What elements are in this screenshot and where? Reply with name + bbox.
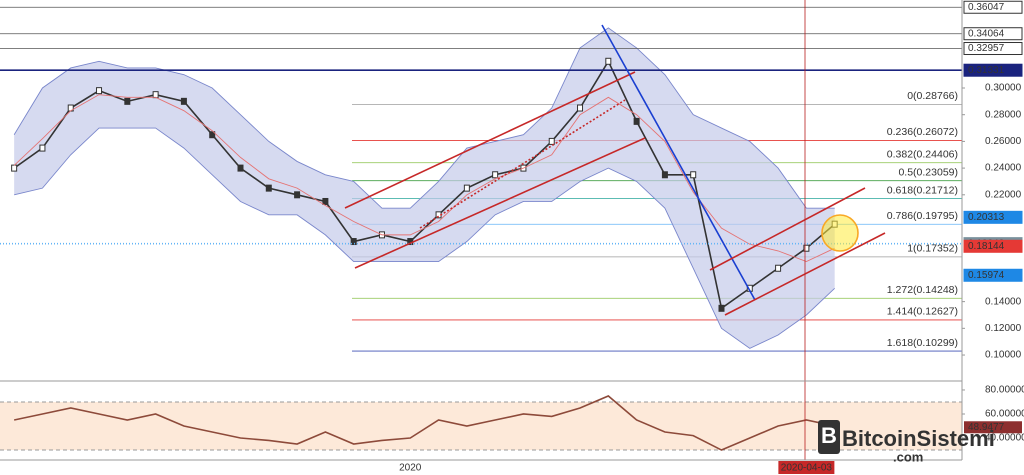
price-label: 0.18144 (968, 241, 1005, 252)
y-tick-label: 0.14000 (985, 296, 1022, 307)
price-label-box (963, 210, 1023, 224)
fib-label: 0.382(0.24406) (887, 148, 958, 160)
candle (775, 264, 782, 272)
band-line (14, 127, 835, 349)
fib-label: 0.5(0.23059) (898, 166, 958, 178)
price-label-box (963, 42, 1023, 56)
candle (350, 238, 357, 246)
price-label-box (963, 239, 1023, 253)
candle (803, 244, 810, 252)
price-label-box (963, 0, 1023, 14)
y-tick-label: 0.24000 (985, 163, 1022, 174)
candle (237, 164, 244, 172)
band-line (13, 27, 835, 209)
candle (577, 104, 584, 112)
candle (124, 97, 131, 105)
rsi-band (0, 401, 962, 451)
fib-label: 0.786(0.19795) (887, 210, 958, 222)
price-label: 0.34064 (968, 28, 1005, 39)
y-tick-label: 0.26000 (985, 136, 1022, 147)
candle (492, 171, 499, 179)
price-label: 0.20313 (968, 212, 1005, 223)
candle (690, 171, 697, 179)
watermark-name: BitcoinSistemi (842, 426, 995, 451)
candle (11, 164, 18, 172)
candle (633, 117, 640, 125)
channel-line (354, 137, 646, 269)
watermark-logo (818, 420, 840, 454)
y-tick-label: 40.00000 (985, 433, 1024, 444)
x-tick-label: 2020-04-03 (781, 463, 833, 474)
watermark-domain: .com (893, 449, 923, 464)
channel-line (709, 187, 866, 271)
rsi-value-label: 48.9477 (968, 422, 1005, 433)
y-tick-label: 0.22000 (985, 189, 1022, 200)
price-label: 0.32957 (968, 43, 1005, 54)
candle (209, 131, 216, 139)
channel-line (344, 71, 636, 209)
candle (152, 91, 159, 99)
trend-line (601, 24, 756, 301)
candle (96, 87, 103, 95)
watermark: B BitcoinSistemi .com (818, 420, 995, 464)
price-label-box (963, 63, 1023, 77)
highlight-circle (821, 214, 859, 252)
fib-label: 1.618(0.10299) (887, 337, 958, 349)
fib-label: 0.236(0.26072) (887, 126, 958, 138)
fib-label: 0.618(0.21712) (887, 184, 958, 196)
candle (294, 191, 301, 199)
candle (548, 137, 555, 145)
price-label: 0.36047 (968, 2, 1005, 13)
candle (605, 57, 612, 65)
plot: 0(0.28766) 0.236(0.26072) 0.382(0.24406) 0.… (0, 6, 962, 451)
y-tick-label: 60.00000 (985, 409, 1024, 420)
fib-label: 1.414(0.12627) (887, 306, 958, 318)
y-tick-label: 80.00000 (985, 385, 1024, 396)
date-label-box (778, 461, 835, 474)
y-tick-label: 0.30000 (985, 83, 1022, 94)
axis: 0.10000 0.12000 0.14000 0.22000 0.24000 0.260… (399, 0, 1024, 474)
drawings (0, 0, 963, 461)
candle (463, 184, 470, 192)
y-tick-label: 0.12000 (985, 323, 1022, 334)
price-label-box (963, 27, 1023, 41)
y-tick-label: 0.28000 (985, 109, 1022, 120)
price-label: 0.15974 (968, 270, 1005, 281)
candle (39, 144, 46, 152)
fib-label: 0(0.28766) (907, 90, 958, 102)
watermark-logo-letter: B (821, 423, 837, 448)
candle (322, 197, 329, 205)
channel-mid (419, 99, 626, 229)
candle (265, 184, 272, 192)
price-label-box (963, 268, 1023, 282)
y-tick-label: 0.10000 (985, 350, 1022, 361)
fib-label: 1(0.17352) (907, 243, 958, 255)
price-line (13, 395, 835, 451)
candle (180, 97, 187, 105)
x-tick-label: 2020 (399, 463, 422, 474)
rsi-value-box (964, 421, 1022, 434)
candle (661, 171, 668, 179)
candle (718, 304, 725, 312)
price-label: 0.31331 (968, 65, 1005, 76)
fib-label: 1.272(0.14248) (887, 284, 958, 296)
